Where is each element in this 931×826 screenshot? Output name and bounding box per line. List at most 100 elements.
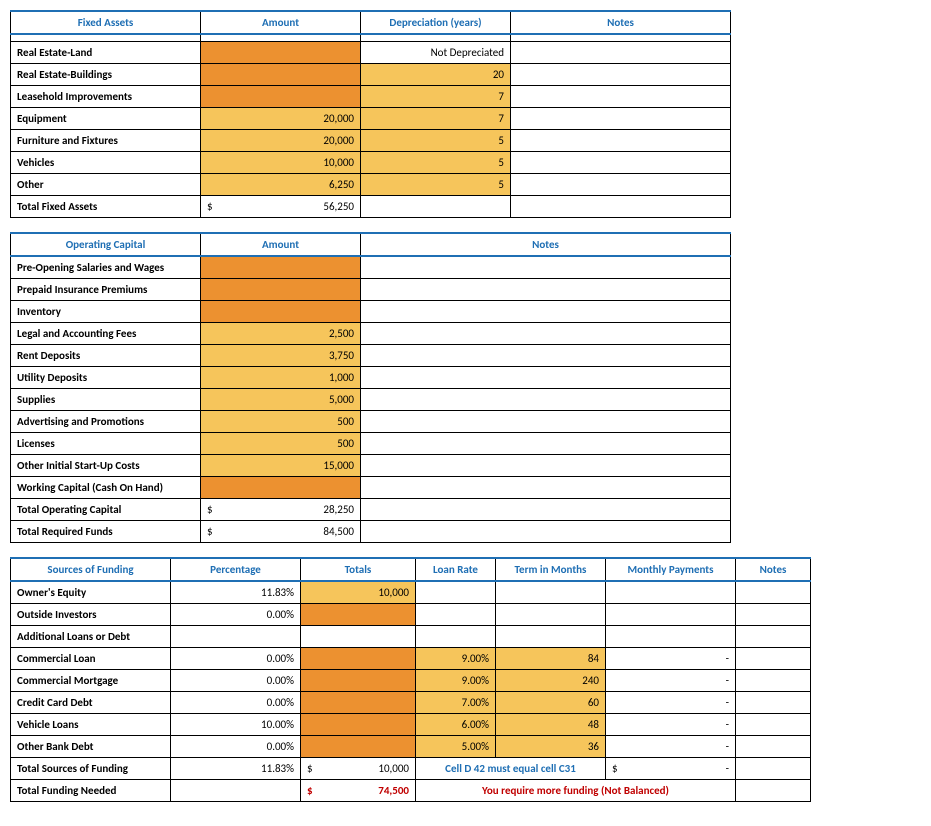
cell-total[interactable] [301, 714, 416, 736]
total-amount: $28,250 [201, 499, 361, 521]
cell-amount[interactable]: 20,000 [201, 108, 361, 130]
funding-warning: You require more funding (Not Balanced) [416, 780, 736, 802]
row-label: Other Bank Debt [11, 736, 171, 758]
row-label: Real Estate-Land [11, 42, 201, 64]
row-label: Additional Loans or Debt [11, 626, 171, 648]
table-row: Utility Deposits1,000 [11, 367, 731, 389]
row-label: Furniture and Fixtures [11, 130, 201, 152]
total-pay: $- [606, 758, 736, 780]
row-label: Legal and Accounting Fees [11, 323, 201, 345]
cell-notes [511, 64, 731, 86]
cell-depreciation[interactable]: 20 [361, 64, 511, 86]
cell-term[interactable]: 36 [496, 736, 606, 758]
table-row: Commercial Loan0.00%9.00%84- [11, 648, 811, 670]
cell-loan-rate[interactable]: 9.00% [416, 670, 496, 692]
cell-loan-rate[interactable]: 6.00% [416, 714, 496, 736]
cell-amount[interactable]: 6,250 [201, 174, 361, 196]
cell-notes [361, 323, 731, 345]
table-row: Leasehold Improvements 7 [11, 86, 731, 108]
cell-amount[interactable] [201, 42, 361, 64]
cell-payment [606, 581, 736, 604]
col-totals: Totals [301, 558, 416, 581]
cell-amount[interactable]: 10,000 [201, 152, 361, 174]
cell-notes [736, 692, 811, 714]
table-row: Advertising and Promotions500 [11, 411, 731, 433]
cell-depreciation[interactable]: 7 [361, 86, 511, 108]
cell-depreciation: Not Depreciated [361, 42, 511, 64]
cell-total[interactable]: 10,000 [301, 581, 416, 604]
cell-amount[interactable]: 15,000 [201, 455, 361, 477]
cell-depreciation[interactable]: 5 [361, 174, 511, 196]
cell-amount[interactable] [201, 477, 361, 499]
total-row: Total Required Funds$84,500 [11, 521, 731, 543]
cell-amount[interactable] [201, 301, 361, 323]
total-row: Total Operating Capital$28,250 [11, 499, 731, 521]
total-funding-needed-row: Total Funding Needed $74,500 You require… [11, 780, 811, 802]
cell-amount[interactable]: 1,000 [201, 367, 361, 389]
cell-percentage: 0.00% [171, 736, 301, 758]
table-row: Supplies5,000 [11, 389, 731, 411]
cell-amount[interactable]: 500 [201, 411, 361, 433]
cell-notes [736, 604, 811, 626]
table-row: Inventory [11, 301, 731, 323]
cell-loan-rate[interactable]: 9.00% [416, 648, 496, 670]
cell-notes [361, 345, 731, 367]
col-fixed-assets: Fixed Assets [11, 11, 201, 34]
cell-amount[interactable] [201, 86, 361, 108]
cell-depreciation[interactable]: 5 [361, 152, 511, 174]
cell-amount[interactable]: 500 [201, 433, 361, 455]
row-label: Total Funding Needed [11, 780, 171, 802]
cell-notes [361, 411, 731, 433]
cell-loan-rate[interactable]: 5.00% [416, 736, 496, 758]
col-notes: Notes [511, 11, 731, 34]
table-row: Real Estate-Land Not Depreciated [11, 42, 731, 64]
row-label: Other [11, 174, 201, 196]
cell-term[interactable]: 48 [496, 714, 606, 736]
row-label: Vehicle Loans [11, 714, 171, 736]
total-sources-row: Total Sources of Funding 11.83% $10,000 … [11, 758, 811, 780]
cell-notes [736, 736, 811, 758]
cell-total[interactable] [301, 692, 416, 714]
cell-term[interactable]: 240 [496, 670, 606, 692]
cell-term[interactable]: 84 [496, 648, 606, 670]
funding-needed-amount: $74,500 [301, 780, 416, 802]
cell-amount[interactable]: 20,000 [201, 130, 361, 152]
cell-depreciation[interactable]: 7 [361, 108, 511, 130]
cell-amount[interactable]: 3,750 [201, 345, 361, 367]
table-row: Owner's Equity11.83%10,000 [11, 581, 811, 604]
cell-notes [511, 42, 731, 64]
table-row: Pre-Opening Salaries and Wages [11, 256, 731, 279]
table-row: Licenses500 [11, 433, 731, 455]
table-row: Working Capital (Cash On Hand) [11, 477, 731, 499]
cell-amount[interactable] [201, 256, 361, 279]
table-row: Real Estate-Buildings20 [11, 64, 731, 86]
cell-percentage: 0.00% [171, 604, 301, 626]
row-label: Prepaid Insurance Premiums [11, 279, 201, 301]
col-monthly-payments: Monthly Payments [606, 558, 736, 581]
cell-term[interactable]: 60 [496, 692, 606, 714]
cell-total[interactable] [301, 736, 416, 758]
cell-payment: - [606, 670, 736, 692]
cell-total[interactable] [301, 648, 416, 670]
row-label: Inventory [11, 301, 201, 323]
cell-amount[interactable]: 2,500 [201, 323, 361, 345]
cell-notes [511, 152, 731, 174]
row-label: Leasehold Improvements [11, 86, 201, 108]
cell-amount[interactable] [201, 279, 361, 301]
cell-percentage: 10.00% [171, 714, 301, 736]
row-label: Pre-Opening Salaries and Wages [11, 256, 201, 279]
cell-percentage: 0.00% [171, 670, 301, 692]
row-label: Advertising and Promotions [11, 411, 201, 433]
cell-total[interactable] [301, 604, 416, 626]
row-label: Commercial Mortgage [11, 670, 171, 692]
table-header-row: Fixed Assets Amount Depreciation (years)… [11, 11, 731, 34]
cell-depreciation[interactable]: 5 [361, 130, 511, 152]
col-percentage: Percentage [171, 558, 301, 581]
cell-loan-rate[interactable]: 7.00% [416, 692, 496, 714]
cell-amount[interactable]: 5,000 [201, 389, 361, 411]
table-row: Furniture and Fixtures20,0005 [11, 130, 731, 152]
col-loan-rate: Loan Rate [416, 558, 496, 581]
table-header-row: Sources of Funding Percentage Totals Loa… [11, 558, 811, 581]
cell-total[interactable] [301, 670, 416, 692]
cell-amount[interactable] [201, 64, 361, 86]
